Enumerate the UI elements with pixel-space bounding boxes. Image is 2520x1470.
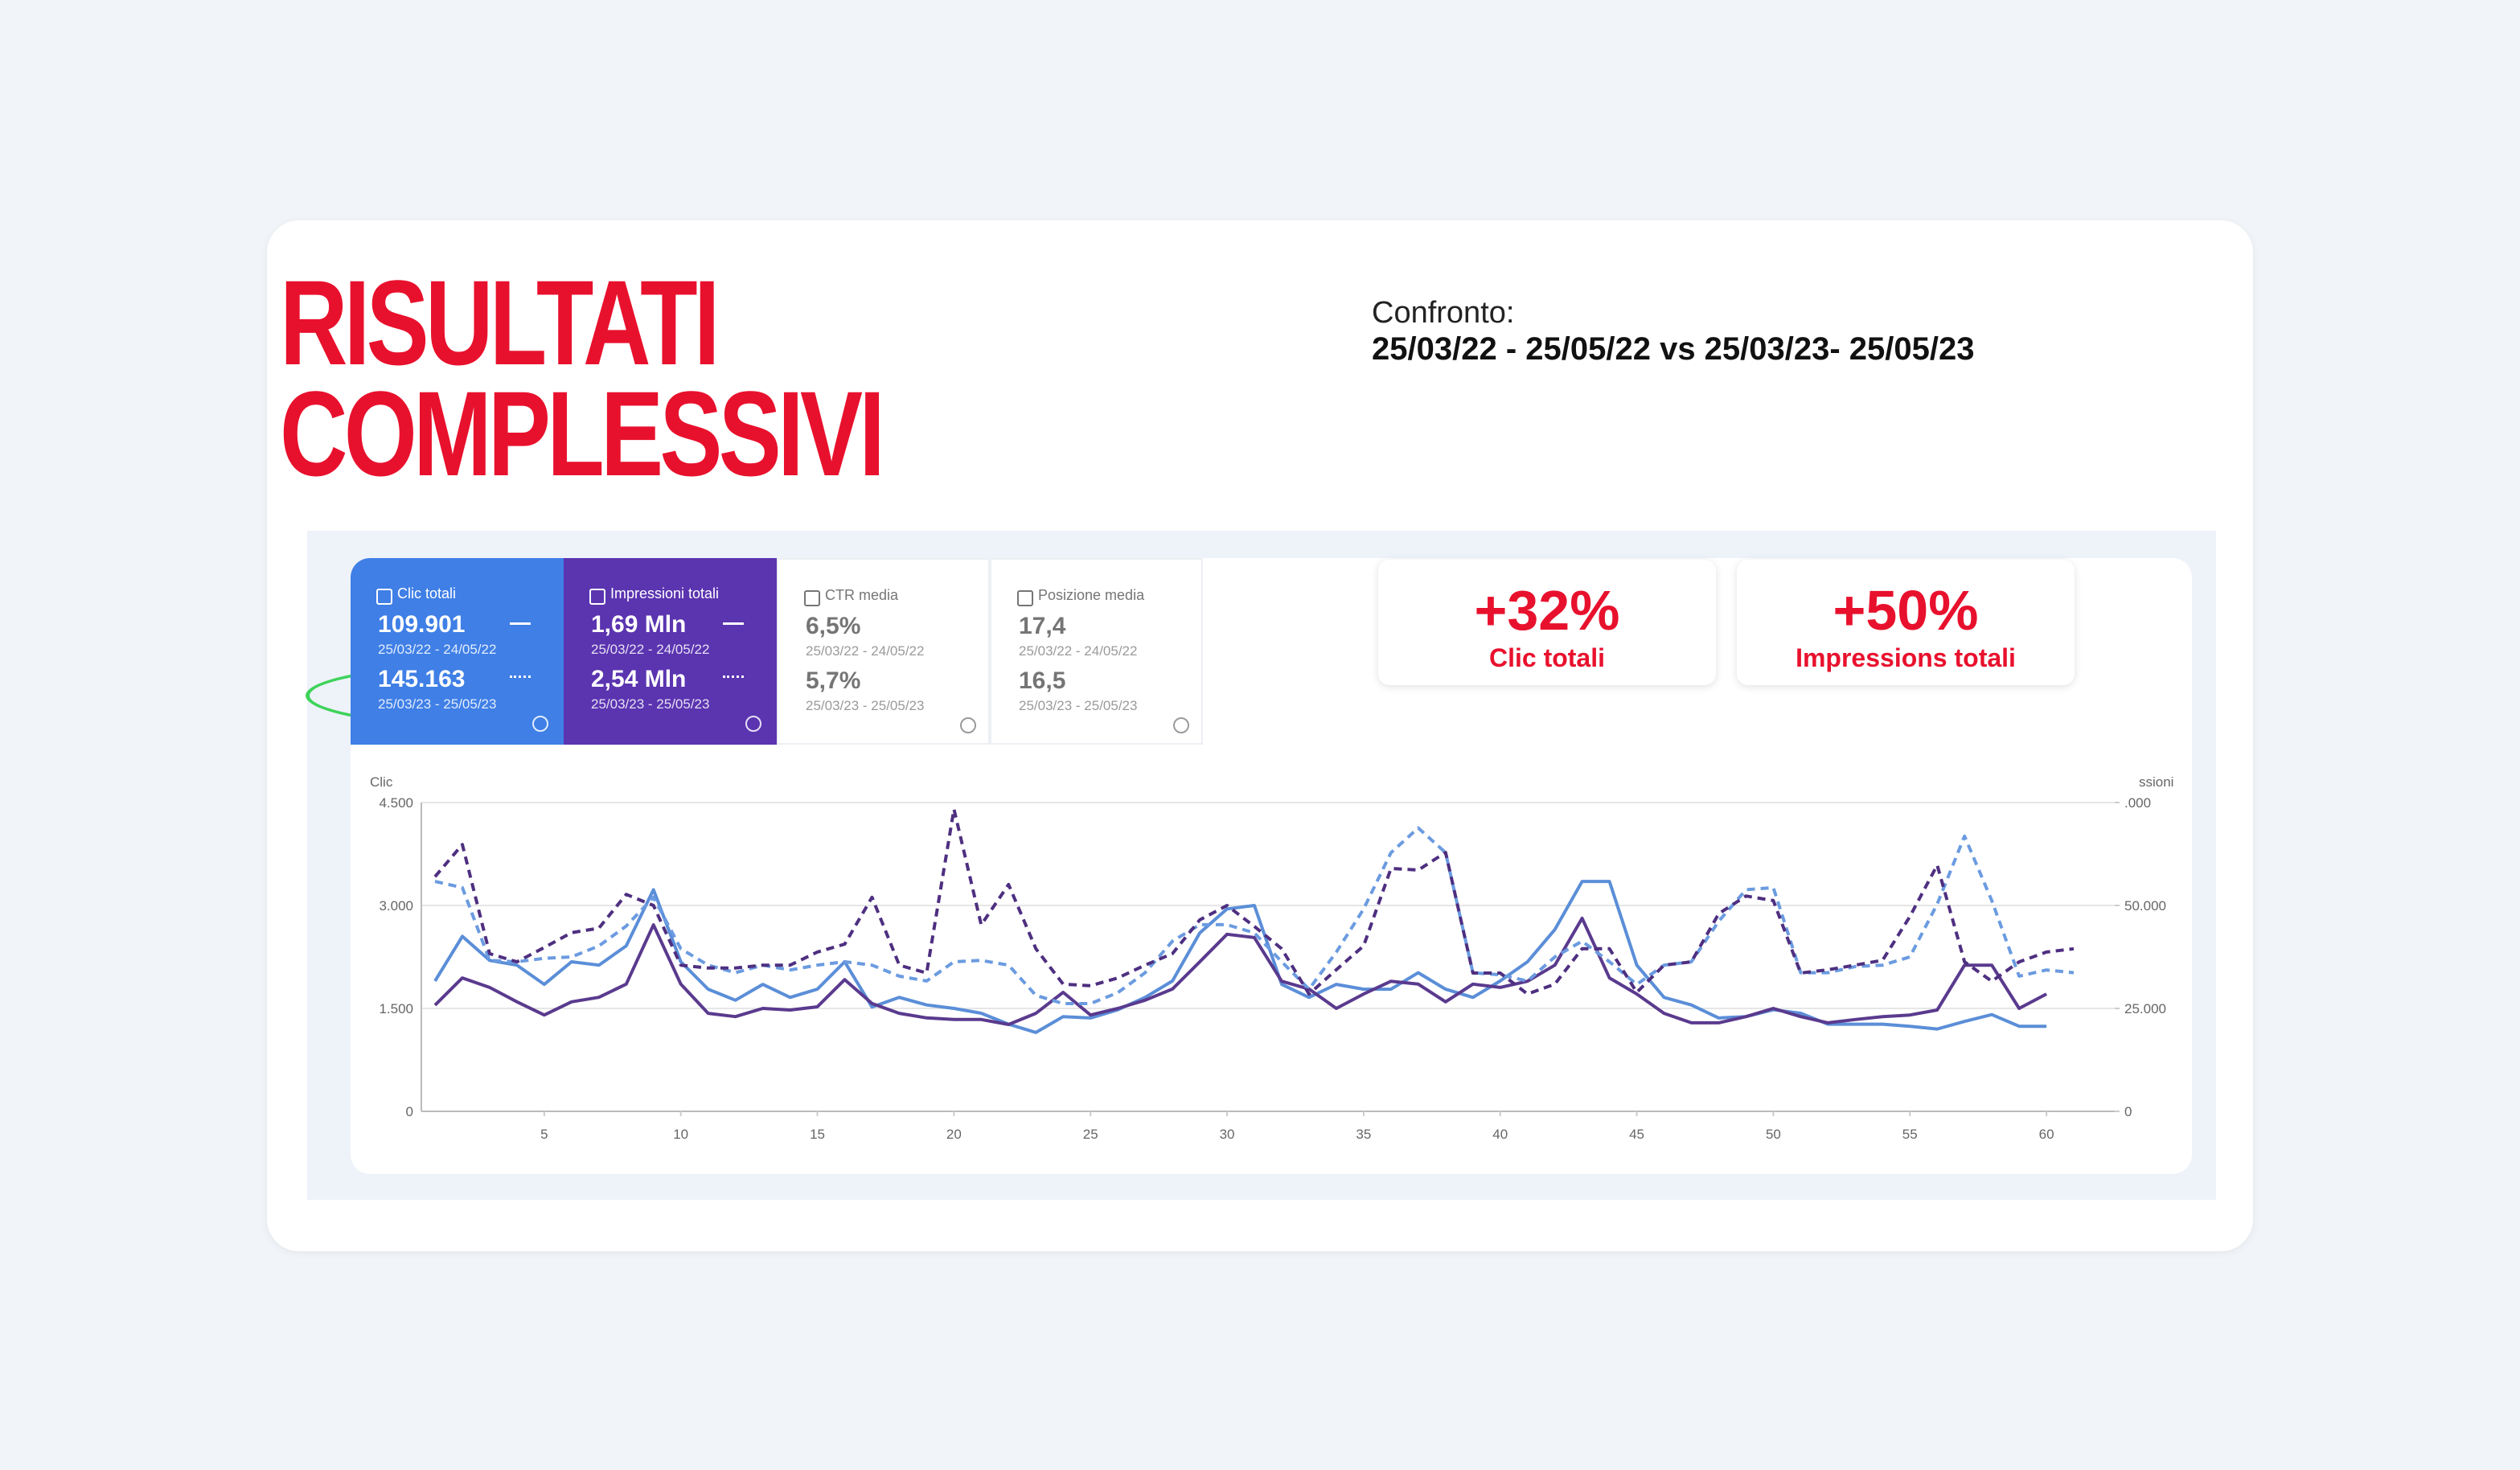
kpi-value: +32% bbox=[1474, 579, 1620, 642]
metric-value: 16,5 bbox=[1019, 667, 1066, 694]
kpi-value: +50% bbox=[1833, 579, 1979, 642]
x-tick-label: 25 bbox=[1083, 1127, 1098, 1142]
y-tick-label: 1.500 bbox=[379, 1001, 413, 1016]
help-icon bbox=[532, 716, 548, 732]
metric-value: 6,5% bbox=[806, 613, 861, 639]
series-line bbox=[433, 916, 2048, 1026]
checkbox bbox=[376, 589, 392, 605]
title-line: COMPLESSIVI bbox=[280, 366, 885, 501]
metric-date: 25/03/22 - 24/05/22 bbox=[1019, 643, 1138, 659]
x-tick-label: 10 bbox=[673, 1127, 688, 1142]
metric-label: CTR media bbox=[825, 587, 899, 603]
x-tick-label: 60 bbox=[2039, 1127, 2054, 1142]
metric-tab: Clic totali 109.901 25/03/22 - 24/05/22 145… bbox=[351, 558, 564, 745]
metric-label: Impressioni totali bbox=[610, 585, 720, 602]
kpi-label: Clic totali bbox=[1488, 643, 1605, 672]
metric-date: 25/03/23 - 25/05/23 bbox=[378, 696, 497, 712]
kpi-label: Impressions totali bbox=[1796, 643, 2016, 672]
metric-value: 17,4 bbox=[1019, 613, 1066, 639]
line-style-solid bbox=[510, 622, 531, 625]
metric-label: Clic totali bbox=[397, 585, 457, 602]
kpi-card: +50% Impressions totali bbox=[1737, 560, 2075, 685]
metric-value: 1,69 Mln bbox=[591, 611, 687, 638]
series-line bbox=[433, 807, 2075, 996]
y-tick-label: 3.000 bbox=[379, 898, 413, 914]
metric-tab: Posizione media 17,4 25/03/22 - 24/05/22 16… bbox=[990, 558, 1203, 745]
y2-tick-label: 50.000 bbox=[2124, 898, 2166, 914]
series-line bbox=[434, 826, 2075, 1005]
metric-value: 109.901 bbox=[378, 611, 466, 638]
x-tick-label: 15 bbox=[810, 1127, 825, 1142]
help-icon bbox=[960, 717, 976, 733]
metric-value: 5,7% bbox=[806, 667, 861, 694]
metric-date: 25/03/22 - 24/05/22 bbox=[378, 642, 497, 657]
checkbox bbox=[1017, 590, 1033, 606]
line-style-solid bbox=[723, 622, 744, 625]
title-line: RISULTATI bbox=[280, 255, 720, 390]
y-axis-label: Clic bbox=[370, 774, 393, 790]
x-tick-label: 35 bbox=[1356, 1127, 1371, 1142]
y2-tick-label: 25.000 bbox=[2124, 1001, 2166, 1016]
kpi-card: +32% Clic totali bbox=[1378, 560, 1716, 685]
help-icon bbox=[745, 716, 761, 732]
line-style-dashed bbox=[723, 675, 744, 678]
x-tick-label: 55 bbox=[1902, 1127, 1918, 1142]
metric-tab: CTR media 6,5% 25/03/22 - 24/05/22 5,7% 25/0… bbox=[777, 558, 990, 745]
y2-tick-label: .000 bbox=[2124, 795, 2151, 811]
metric-date: 25/03/23 - 25/05/23 bbox=[1019, 698, 1138, 713]
x-tick-label: 40 bbox=[1492, 1127, 1508, 1142]
y2-axis-label: ssioni bbox=[2139, 774, 2173, 790]
metric-date: 25/03/23 - 25/05/23 bbox=[591, 696, 710, 712]
checkbox bbox=[804, 590, 820, 606]
metric-value: 2,54 Mln bbox=[591, 666, 687, 692]
metric-tab: Impressioni totali 1,69 Mln 25/03/22 - 24/… bbox=[564, 558, 777, 745]
x-tick-label: 30 bbox=[1220, 1127, 1235, 1142]
metric-date: 25/03/23 - 25/05/23 bbox=[806, 698, 925, 713]
y2-tick-label: 0 bbox=[2124, 1104, 2132, 1119]
checkbox bbox=[589, 589, 605, 605]
metric-value: 145.163 bbox=[378, 666, 466, 692]
metric-date: 25/03/22 - 24/05/22 bbox=[806, 643, 925, 659]
x-tick-label: 20 bbox=[946, 1127, 962, 1142]
compare-label: Confronto: bbox=[1372, 296, 1515, 330]
line-style-dashed bbox=[510, 675, 531, 678]
help-icon bbox=[1173, 717, 1189, 733]
x-tick-label: 5 bbox=[540, 1127, 548, 1142]
metric-date: 25/03/22 - 24/05/22 bbox=[591, 642, 710, 657]
x-tick-label: 45 bbox=[1629, 1127, 1644, 1142]
y-tick-label: 0 bbox=[406, 1104, 413, 1119]
metric-label: Posizione media bbox=[1038, 587, 1145, 603]
x-tick-label: 50 bbox=[1766, 1127, 1781, 1142]
y-tick-label: 4.500 bbox=[379, 795, 413, 811]
compare-dates: 25/03/22 - 25/05/22 vs 25/03/23- 25/05/2… bbox=[1372, 331, 1975, 367]
